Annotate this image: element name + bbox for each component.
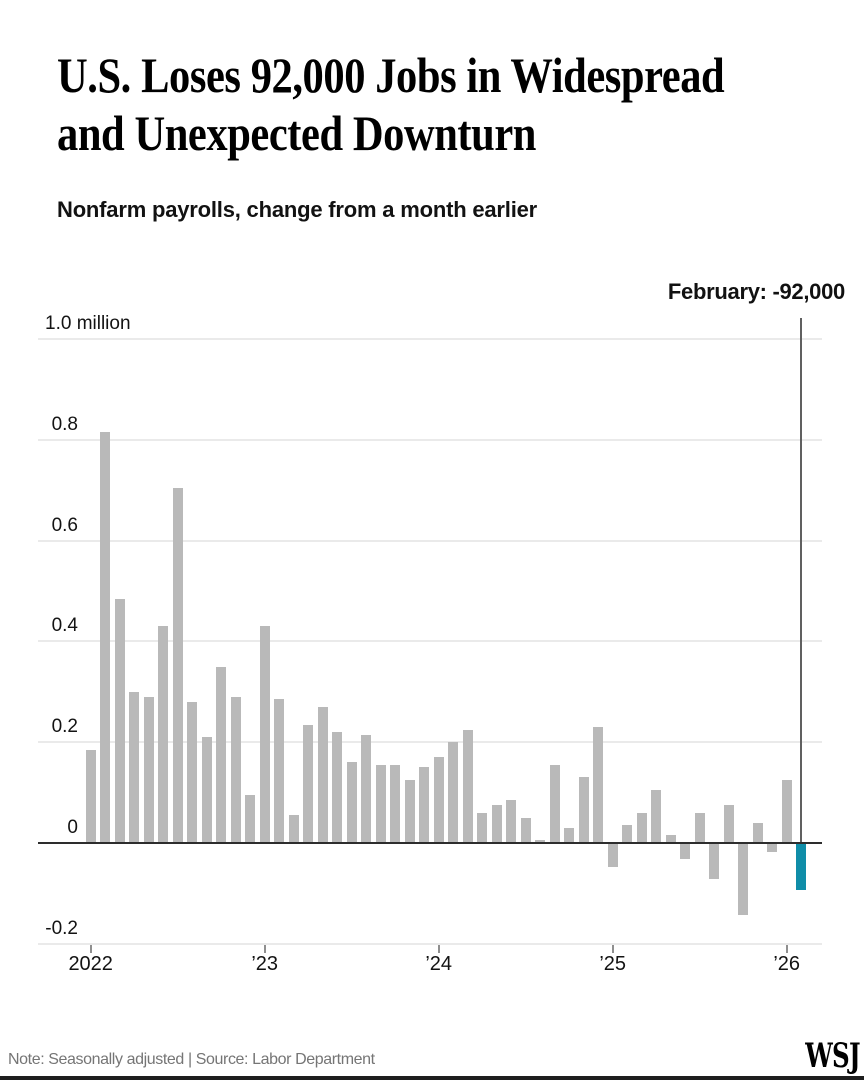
bar-feb-2024 xyxy=(448,742,459,843)
gridline xyxy=(38,943,822,945)
bar-feb-2023 xyxy=(274,699,285,843)
x-tick-mark xyxy=(611,945,614,953)
bar-jul-2024 xyxy=(520,818,531,843)
y-axis-label: 0 xyxy=(67,817,78,838)
bar-feb-2025 xyxy=(622,825,633,843)
callout-line xyxy=(800,318,802,843)
x-axis-label: ’23 xyxy=(251,953,279,975)
bar-dec-2024 xyxy=(593,727,604,843)
bar-may-2023 xyxy=(317,707,328,843)
gridline xyxy=(38,741,822,743)
y-axis-label: 0.8 xyxy=(51,414,78,435)
bar-jun-2023 xyxy=(332,732,343,843)
bar-nov-2025 xyxy=(752,823,763,843)
bar-jun-2022 xyxy=(158,626,169,843)
bar-may-2022 xyxy=(143,697,154,843)
y-axis-label: 0.2 xyxy=(51,716,78,737)
x-tick-mark xyxy=(785,945,788,953)
gridline xyxy=(38,439,822,441)
x-axis-label: ’25 xyxy=(599,953,627,975)
gridline xyxy=(38,540,822,542)
x-axis-label: ’26 xyxy=(773,953,801,975)
bar-oct-2022 xyxy=(216,667,227,843)
bar-nov-2024 xyxy=(578,777,589,843)
bar-jul-2023 xyxy=(346,762,357,843)
bar-dec-2023 xyxy=(419,767,430,843)
bar-jan-2022 xyxy=(85,750,96,843)
x-axis-label: ’24 xyxy=(425,953,453,975)
bar-aug-2023 xyxy=(361,735,372,843)
source-note: Note: Seasonally adjusted | Source: Labo… xyxy=(8,1051,375,1068)
x-tick-mark xyxy=(89,945,92,953)
y-axis-label: -0.2 xyxy=(45,918,78,939)
bar-apr-2025 xyxy=(651,790,662,843)
headline-line-1: U.S. Loses 92,000 Jobs in Widespread xyxy=(57,47,725,103)
bar-nov-2022 xyxy=(230,697,241,843)
chart-subtitle: Nonfarm payrolls, change from a month ea… xyxy=(57,197,538,222)
bar-oct-2023 xyxy=(390,765,401,843)
bar-dec-2025 xyxy=(767,844,778,852)
bar-sep-2025 xyxy=(723,805,734,843)
headline-line-2: and Unexpected Downturn xyxy=(57,105,537,161)
y-axis-label: 0.4 xyxy=(51,615,78,636)
y-axis-label: 0.6 xyxy=(51,515,78,536)
bar-oct-2025 xyxy=(738,844,749,915)
bar-nov-2023 xyxy=(404,780,415,843)
x-axis-label: 2022 xyxy=(68,953,113,975)
bar-aug-2022 xyxy=(187,702,198,843)
zero-line xyxy=(38,842,822,844)
bar-jul-2025 xyxy=(694,813,705,843)
bar-aug-2025 xyxy=(709,844,720,879)
bar-apr-2023 xyxy=(303,725,314,843)
callout-label: February: -92,000 xyxy=(667,279,845,304)
bar-sep-2022 xyxy=(201,737,212,843)
x-tick-mark xyxy=(437,945,440,953)
bar-apr-2022 xyxy=(129,692,140,843)
bar-sep-2023 xyxy=(375,765,386,843)
bar-jul-2022 xyxy=(172,488,183,843)
bottom-rule xyxy=(0,1076,864,1080)
bar-feb-2026 xyxy=(796,844,807,890)
bar-apr-2024 xyxy=(477,813,488,843)
bar-mar-2024 xyxy=(462,730,473,843)
bar-mar-2025 xyxy=(636,813,647,843)
headline: U.S. Loses 92,000 Jobs in Widespread and… xyxy=(57,46,842,162)
bar-jun-2024 xyxy=(506,800,517,843)
bar-jan-2024 xyxy=(433,757,444,843)
bar-may-2024 xyxy=(491,805,502,843)
bar-aug-2024 xyxy=(535,840,546,843)
bar-may-2025 xyxy=(665,835,676,843)
y-axis-label: 1.0 million xyxy=(45,313,131,334)
wsj-logo: WSJ xyxy=(805,1036,860,1076)
bar-jan-2025 xyxy=(607,844,618,867)
bar-mar-2022 xyxy=(114,599,125,843)
bar-mar-2023 xyxy=(288,815,299,843)
bar-jan-2026 xyxy=(781,780,792,843)
gridline xyxy=(38,640,822,642)
bar-feb-2022 xyxy=(100,432,111,843)
bar-sep-2024 xyxy=(549,765,560,843)
bar-oct-2024 xyxy=(564,828,575,843)
bar-dec-2022 xyxy=(245,795,256,843)
bar-jan-2023 xyxy=(259,626,270,843)
gridline xyxy=(38,338,822,340)
bar-jun-2025 xyxy=(680,844,691,859)
x-tick-mark xyxy=(263,945,266,953)
